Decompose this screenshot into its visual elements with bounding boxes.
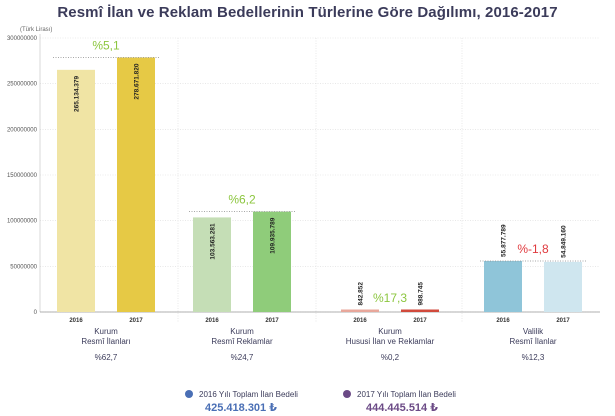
category-label: Kurum Resmî Reklamlar %24,7 bbox=[172, 327, 312, 363]
x-tick-year: 2017 bbox=[265, 318, 279, 324]
x-tick-year: 2017 bbox=[556, 318, 570, 324]
y-tick-label: 300000000 bbox=[7, 36, 38, 42]
total-2017-amount: 444.445.514 ₺ bbox=[366, 402, 438, 414]
bar-2016 bbox=[193, 217, 231, 312]
x-tick-year: 2017 bbox=[413, 318, 427, 324]
x-tick-year: 2016 bbox=[205, 318, 219, 324]
category-label: Kurum Hususi İlan ve Reklamlar %0,2 bbox=[320, 327, 460, 363]
total-2016-amount: 425.418.301 ₺ bbox=[205, 402, 277, 414]
change-label: %17,3 bbox=[373, 291, 407, 305]
y-axis-unit: (Türk Lirası) bbox=[20, 27, 53, 33]
bar-2016 bbox=[57, 69, 95, 312]
category-label: Valilik Resmî İlanlar %12,3 bbox=[463, 327, 603, 363]
y-tick-label: 150000000 bbox=[7, 173, 38, 179]
x-tick-year: 2016 bbox=[353, 318, 367, 324]
bar-value-label: 54.849.160 bbox=[561, 225, 568, 258]
bar-2016 bbox=[484, 260, 522, 312]
y-tick-label: 100000000 bbox=[7, 219, 38, 225]
change-label: %-1,8 bbox=[517, 242, 549, 256]
category-label: Kurum Resmî İlanları %62,7 bbox=[36, 327, 176, 363]
total-2016-dot bbox=[185, 390, 193, 398]
x-tick-year: 2016 bbox=[496, 318, 510, 324]
category-share: %12,3 bbox=[521, 353, 545, 362]
category-line: Kurum bbox=[230, 327, 254, 336]
x-tick-year: 2016 bbox=[69, 318, 83, 324]
bar-value-label: 842.852 bbox=[358, 282, 365, 306]
bar-value-label: 278.671.820 bbox=[134, 63, 141, 100]
bar-2017 bbox=[117, 57, 155, 312]
category-line: Resmî Reklamlar bbox=[211, 337, 273, 346]
total-2016-label: 2016 Yılı Toplam İlan Bedeli bbox=[185, 390, 298, 399]
category-line: Hususi İlan ve Reklamlar bbox=[345, 337, 435, 346]
category-share: %62,7 bbox=[94, 353, 118, 362]
bar-value-label: 265.134.379 bbox=[74, 75, 81, 112]
total-2017-text: 2017 Yılı Toplam İlan Bedeli bbox=[357, 390, 456, 399]
category-line: Kurum bbox=[378, 327, 402, 336]
category-share: %0,2 bbox=[380, 353, 400, 362]
category-share: %24,7 bbox=[230, 353, 254, 362]
x-tick-year: 2017 bbox=[129, 318, 143, 324]
y-tick-label: 200000000 bbox=[7, 127, 38, 133]
chart-title: Resmî İlan ve Reklam Bedellerinin Türler… bbox=[57, 4, 558, 21]
y-tick-label: 0 bbox=[34, 310, 38, 316]
bar-2017 bbox=[544, 261, 582, 312]
bar-2016 bbox=[341, 309, 379, 312]
total-2016-text: 2016 Yılı Toplam İlan Bedeli bbox=[199, 390, 298, 399]
total-2017-dot bbox=[343, 390, 351, 398]
category-line: Valilik bbox=[522, 327, 544, 336]
category-line: Kurum bbox=[94, 327, 118, 336]
y-tick-label: 50000000 bbox=[10, 264, 37, 270]
bar-2017 bbox=[401, 309, 439, 312]
change-label: %5,1 bbox=[92, 38, 120, 52]
bar-value-label: 103.563.281 bbox=[210, 223, 217, 260]
bar-value-label: 55.877.789 bbox=[501, 224, 508, 257]
change-label: %6,2 bbox=[228, 193, 256, 207]
category-line: Resmî İlanları bbox=[81, 337, 131, 346]
total-2017-label: 2017 Yılı Toplam İlan Bedeli bbox=[343, 390, 456, 399]
y-tick-label: 250000000 bbox=[7, 82, 38, 88]
bar-2017 bbox=[253, 211, 291, 312]
bar-value-label: 988.745 bbox=[418, 282, 425, 306]
bar-value-label: 109.935.789 bbox=[270, 217, 277, 254]
category-line: Resmî İlanlar bbox=[509, 337, 557, 346]
